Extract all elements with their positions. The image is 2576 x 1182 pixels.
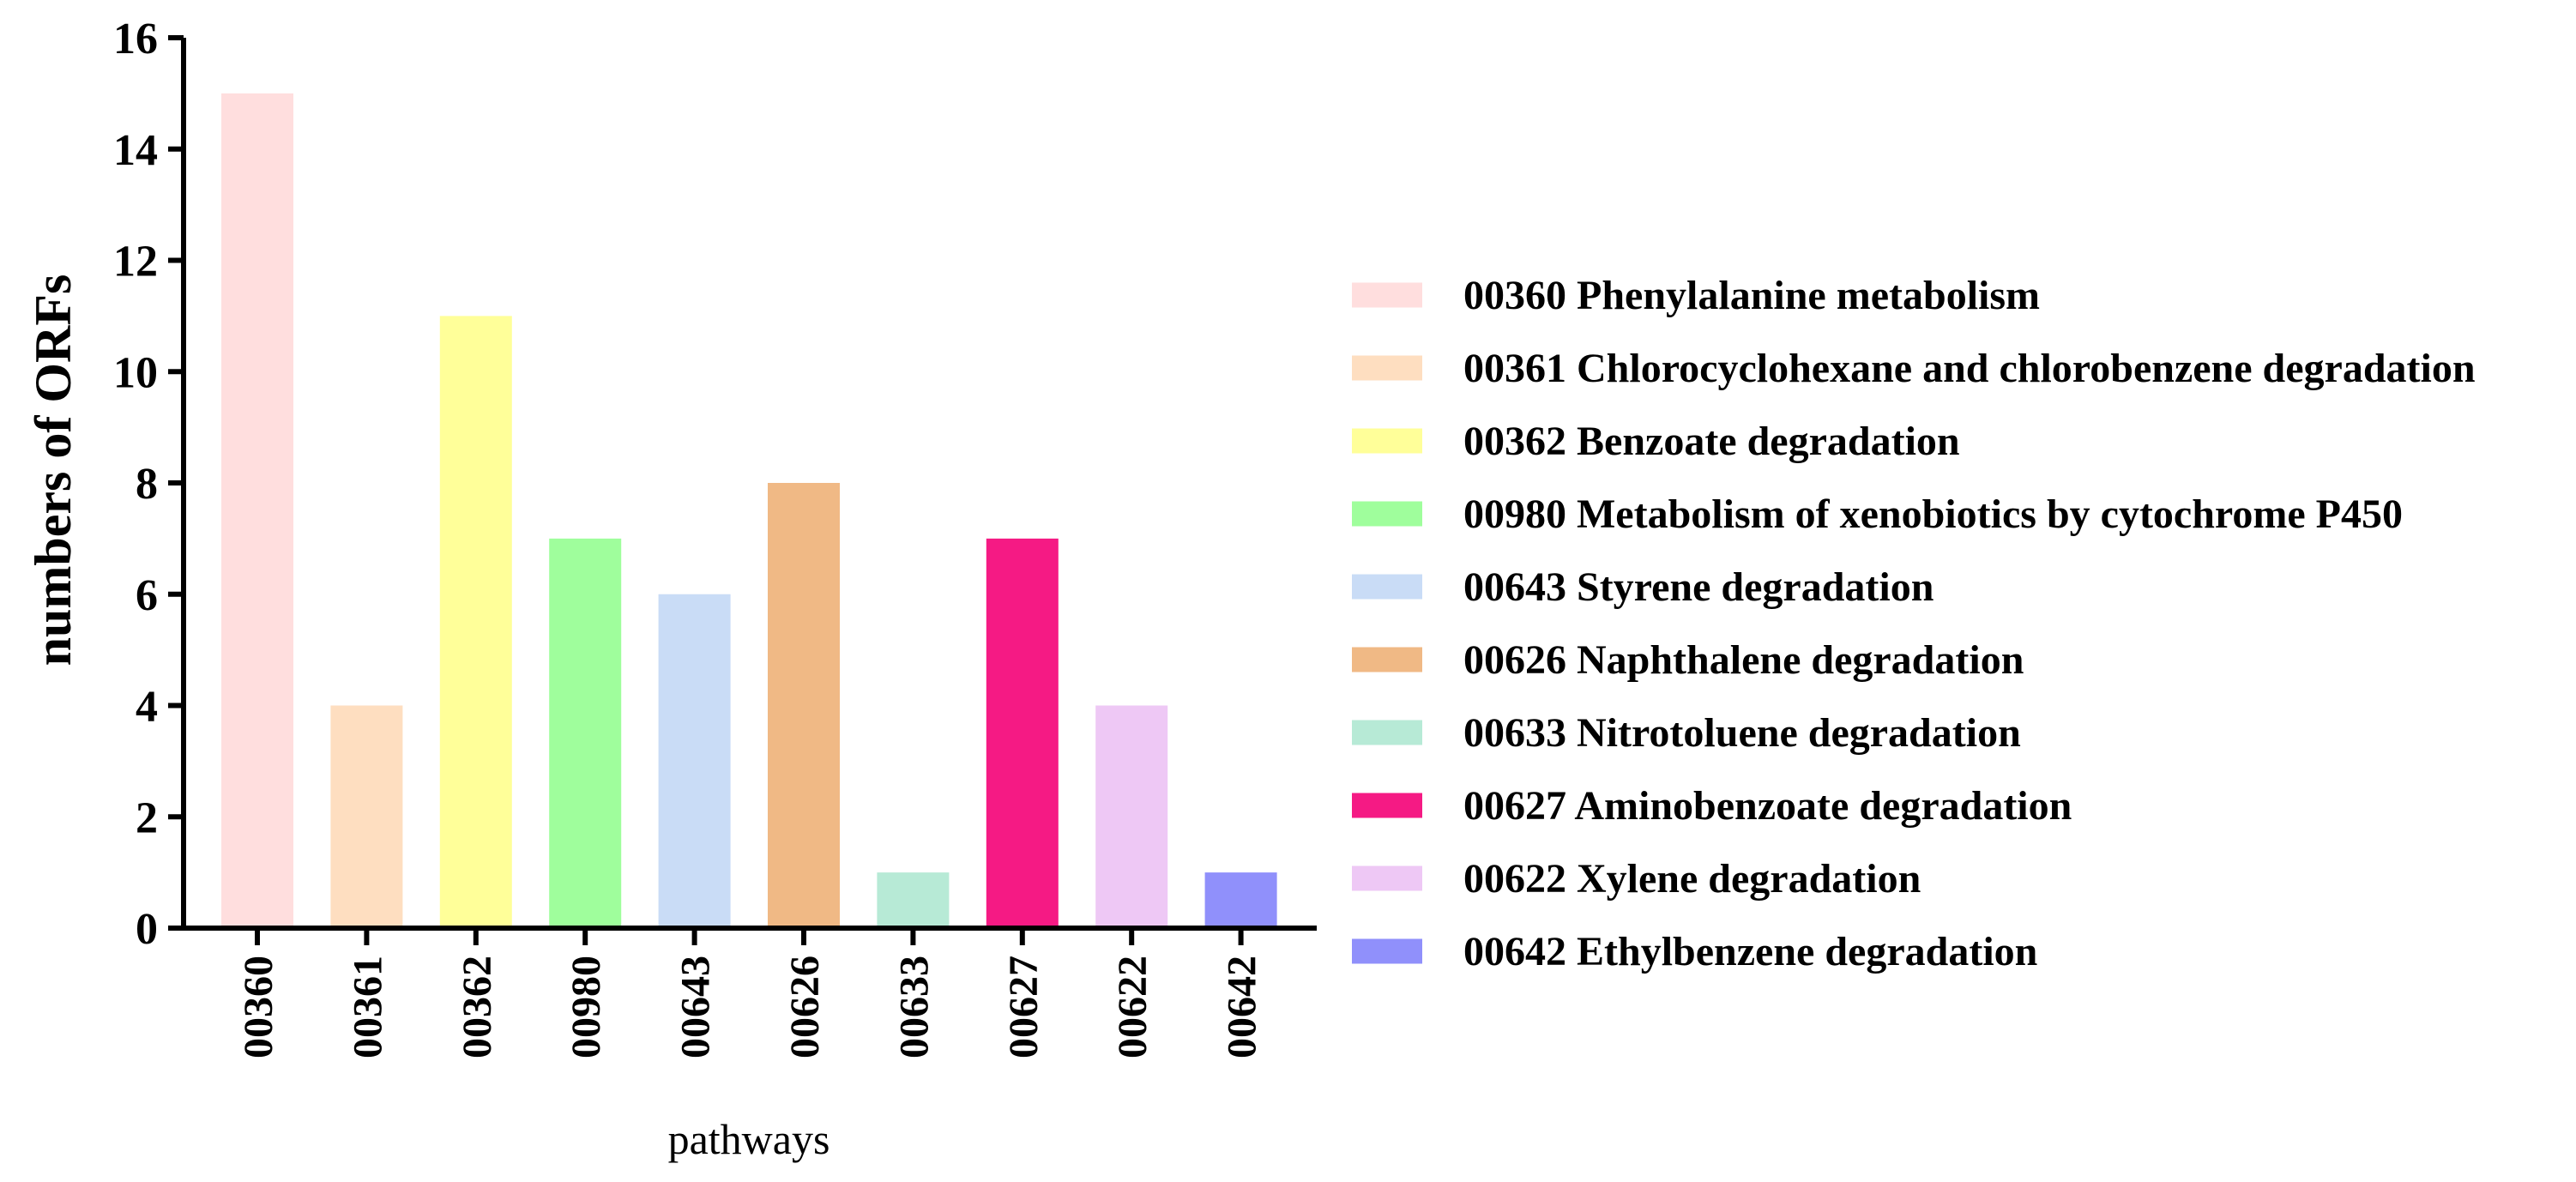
legend-swatch [1352,355,1422,381]
legend-entry-label: 00643 Styrene degradation [1463,564,1934,610]
x-tick-label-00622: 00622 [1110,956,1155,1058]
bar-00627 [986,538,1059,928]
x-ticks-group: 00360 00361 00362 00980 00643 00626 00633 00627… [236,928,1265,1058]
bar-00980 [549,538,622,928]
bars-group [221,93,1277,928]
bar-00360 [221,93,293,928]
y-tick-label: 6 [136,571,158,620]
y-tick-label: 4 [136,683,158,732]
legend-swatch [1352,647,1422,672]
y-tick-label: 16 [113,15,158,63]
bar-00643 [658,594,731,928]
x-tick-label-00633: 00633 [891,956,937,1058]
y-axis-label: numbers of ORFs [25,274,81,666]
legend-swatch [1352,865,1422,891]
legend-swatch [1352,938,1422,964]
legend-swatch [1352,793,1422,818]
y-ticks-group: 0 2 4 6 8 10 12 14 16 [113,15,184,954]
x-tick-label-00980: 00980 [564,956,609,1058]
y-tick-label: 0 [136,905,158,954]
legend: 00360 Phenylalanine metabolism 00361 Chlo… [1352,273,2476,974]
x-tick-label-00361: 00361 [345,956,390,1058]
legend-swatch [1352,501,1422,527]
x-axis-label: pathways [668,1115,830,1163]
x-tick-label-00642: 00642 [1220,956,1265,1058]
legend-swatch [1352,282,1422,308]
y-tick-label: 12 [113,238,158,286]
bar-00633 [877,872,950,928]
y-tick-label: 8 [136,460,158,509]
bar-00642 [1204,872,1277,928]
x-tick-label-00643: 00643 [673,956,719,1058]
bar-00622 [1095,705,1168,928]
x-tick-label-00360: 00360 [236,956,281,1058]
bar-00361 [330,705,403,928]
legend-entry-label: 00627 Aminobenzoate degradation [1463,783,2072,829]
legend-entry-label: 00633 Nitrotoluene degradation [1463,710,2021,756]
y-tick-label: 14 [113,126,158,175]
legend-entry-label: 00362 Benzoate degradation [1463,419,1960,464]
bar-00626 [768,483,840,928]
y-tick-label: 2 [136,793,158,842]
legend-swatch [1352,720,1422,745]
x-tick-label-00626: 00626 [782,956,828,1058]
x-tick-label-00362: 00362 [455,956,500,1058]
legend-swatch [1352,574,1422,600]
x-tick-label-00627: 00627 [1001,956,1047,1058]
legend-entry-label: 00642 Ethylbenzene degradation [1463,929,2037,974]
bar-00362 [439,316,512,928]
legend-entry-label: 00361 Chlorocyclohexane and chlorobenzen… [1463,346,2476,391]
legend-entry-label: 00360 Phenylalanine metabolism [1463,273,2040,318]
legend-entry-label: 00622 Xylene degradation [1463,856,1921,902]
y-tick-label: 10 [113,348,158,397]
legend-entry-label: 00626 Naphthalene degradation [1463,637,2024,683]
legend-entry-label: 00980 Metabolism of xenobiotics by cytoc… [1463,491,2403,537]
legend-swatch [1352,428,1422,454]
